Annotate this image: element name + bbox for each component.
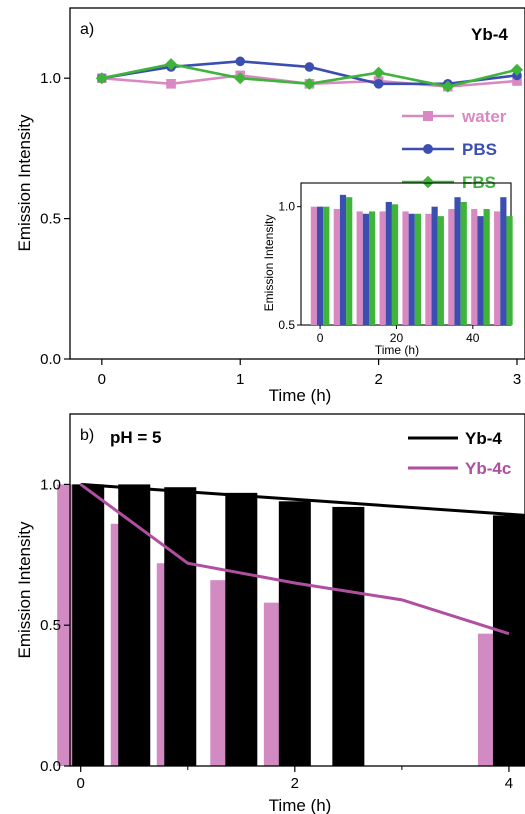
inset-bar-water: [310, 206, 317, 325]
inset-bar-water: [402, 211, 409, 325]
bar-yb-4: [225, 492, 258, 766]
inset-bar-fbs: [346, 197, 353, 325]
inset-ylabel: Emission Intensity: [262, 215, 276, 312]
y-tick-label: 1.0: [40, 476, 61, 493]
inset-bar-pbs: [362, 213, 370, 325]
panel-a-frame: [69, 7, 525, 360]
y-tick-label: 0.0: [40, 351, 61, 368]
inset-x-tick-label: 40: [466, 331, 480, 345]
panel-a: a) Yb-4 Emission Intensity Time (h) 0 1 2 3…: [15, 7, 525, 405]
inset-bar-pbs: [385, 201, 392, 325]
y-tick-label: 1.0: [40, 70, 61, 87]
bar-yb-4: [72, 484, 105, 766]
trend-line-yb-4c: [79, 483, 510, 636]
data-point-pbs: [304, 62, 315, 72]
x-tick-label: 1: [236, 371, 244, 388]
panel-b-frame: [69, 413, 525, 767]
data-point-fbs: [303, 77, 316, 90]
data-point-fbs: [165, 58, 178, 71]
panel-a-ylabel: Emission Intensity: [15, 114, 34, 251]
inset-bar-fbs: [437, 216, 444, 325]
x-tick-label: 4: [505, 775, 513, 792]
x-tick-label: 3: [513, 371, 521, 388]
inset-bar-water: [494, 211, 501, 325]
legend-label: Yb-4c: [465, 459, 511, 478]
panel-b-ticks: 0 2 4 0.0 0.5 1.0: [40, 476, 513, 792]
x-tick-label: 2: [374, 371, 382, 388]
y-tick-label: 0.5: [40, 211, 61, 228]
legend-label: Yb-4: [465, 429, 502, 448]
panel-a-series: [95, 56, 523, 93]
inset-bar-pbs: [408, 213, 415, 325]
inset-x-tick-label: 0: [317, 331, 324, 345]
panel-b: b) pH = 5 Emission Intensity Time (h) 0 2…: [15, 413, 525, 814]
data-point-water: [512, 76, 522, 86]
bar-yb-4: [118, 484, 151, 766]
data-point-fbs: [441, 80, 454, 93]
inset-xlabel: Time (h): [375, 343, 419, 357]
panel-b-legend: Yb-4 Yb-4c: [408, 429, 511, 478]
inset-bar-fbs: [414, 213, 422, 325]
panel-b-lines: [79, 482, 525, 636]
inset-chart: Emission Intensity Time (h) 0 20 40 0.5 1.0: [262, 182, 513, 357]
panel-a-ticks: 0 1 2 3 0.0 0.5 1.0: [40, 70, 521, 388]
panel-b-label: b): [80, 427, 94, 444]
panel-b-bars: [57, 484, 525, 766]
panel-b-xlabel: Time (h): [269, 796, 332, 814]
data-point-fbs: [372, 66, 385, 79]
bar-yb-4: [492, 515, 525, 766]
inset-bars: [310, 194, 513, 325]
inset-bar-fbs: [483, 209, 490, 325]
data-point-water: [166, 79, 176, 89]
x-tick-label: 0: [98, 371, 106, 388]
inset-bar-fbs: [369, 211, 376, 325]
inset-bar-water: [379, 211, 386, 325]
panel-a-label: a): [80, 21, 94, 38]
panel-a-xlabel: Time (h): [269, 386, 332, 405]
x-tick-label: 0: [77, 775, 85, 792]
inset-x-tick-label: 20: [390, 331, 404, 345]
inset-bar-pbs: [316, 206, 324, 325]
legend-marker: [423, 144, 433, 154]
legend-marker: [421, 175, 435, 189]
bar-yb-4: [278, 501, 311, 766]
inset-ticks: 0 20 40 0.5 1.0: [278, 200, 479, 345]
bar-yb-4: [332, 506, 365, 766]
panel-b-ylabel: Emission Intensity: [15, 521, 34, 658]
inset-bar-water: [425, 213, 432, 325]
bar-yb-4: [164, 487, 197, 766]
inset-bar-fbs: [506, 216, 513, 325]
panel-a-title: Yb-4: [471, 25, 508, 44]
inset-bar-water: [333, 209, 340, 325]
data-point-fbs: [511, 63, 523, 76]
inset-bar-water: [356, 211, 363, 325]
x-tick-label: 2: [291, 775, 299, 792]
inset-y-tick-label: 1.0: [278, 200, 295, 214]
panel-b-annotation: pH = 5: [110, 428, 162, 447]
y-tick-label: 0.0: [40, 758, 61, 775]
inset-bar-pbs: [454, 197, 461, 325]
data-point-fbs: [95, 72, 108, 85]
legend-marker: [423, 111, 433, 121]
inset-bar-water: [471, 209, 478, 325]
inset-bar-pbs: [339, 194, 347, 325]
inset-bar-pbs: [477, 216, 484, 325]
legend-label: PBS: [462, 140, 497, 159]
inset-bar-fbs: [460, 201, 467, 325]
data-point-pbs: [373, 79, 384, 89]
inset-bar-fbs: [323, 206, 330, 325]
data-point-pbs: [235, 56, 246, 67]
legend-label: water: [461, 107, 507, 126]
inset-bar-fbs: [391, 204, 399, 325]
y-tick-label: 0.5: [40, 617, 61, 634]
inset-bar-pbs: [500, 197, 507, 325]
inset-y-tick-label: 0.5: [278, 318, 295, 332]
trend-line-yb-4: [80, 482, 525, 517]
inset-bar-water: [448, 209, 455, 325]
data-point-fbs: [234, 72, 247, 85]
inset-bar-pbs: [431, 206, 438, 325]
